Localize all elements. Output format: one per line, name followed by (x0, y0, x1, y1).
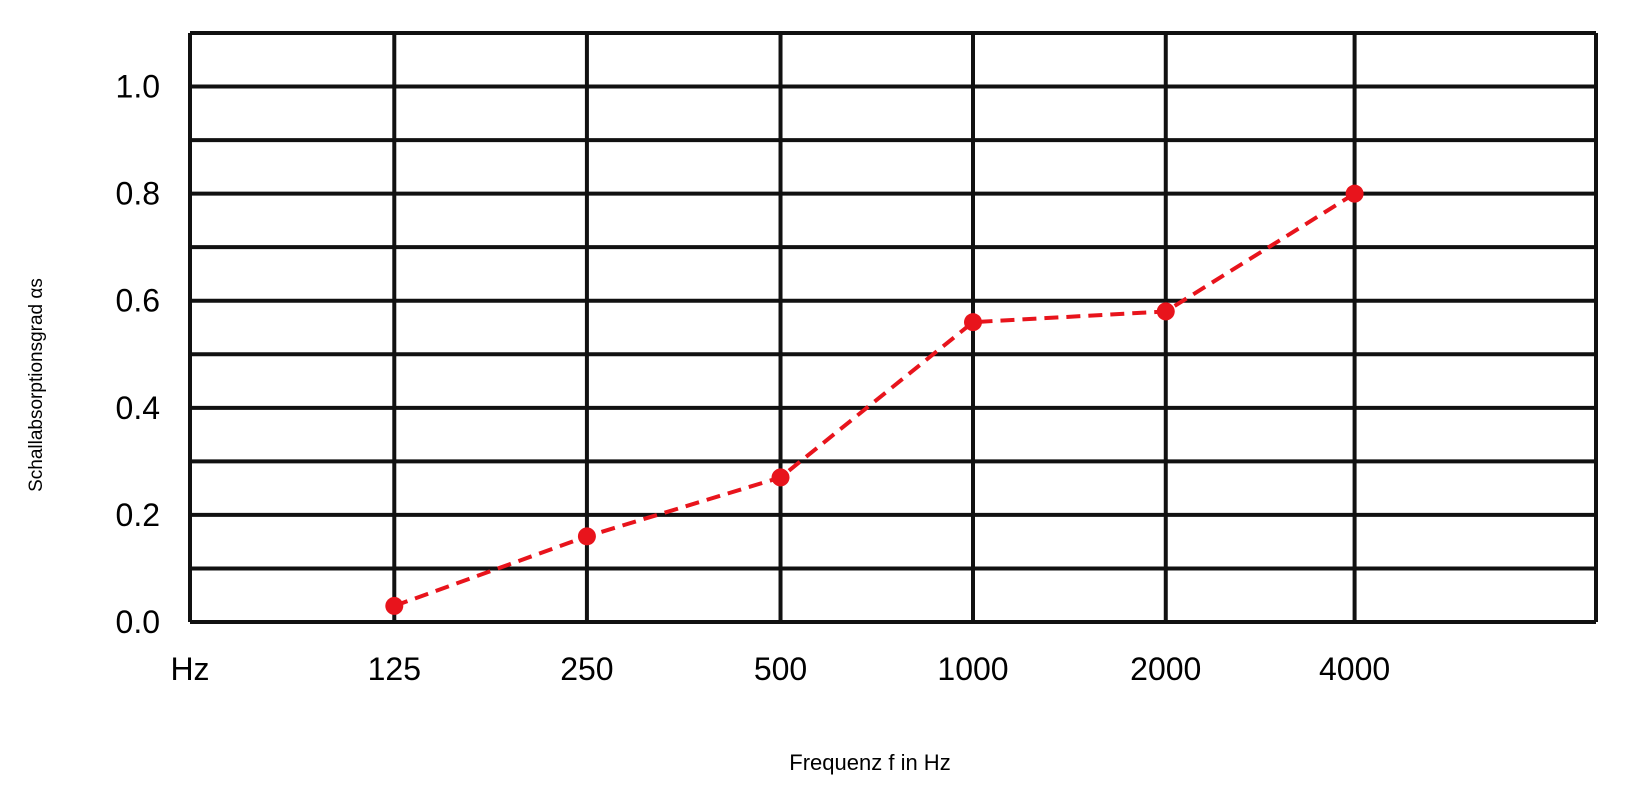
x-tick-label: 4000 (1319, 651, 1390, 687)
y-tick-label: 0.2 (116, 497, 160, 533)
y-tick-label: 0.8 (116, 176, 160, 212)
x-tick-label: 500 (754, 651, 807, 687)
x-tick-label: 125 (368, 651, 421, 687)
y-axis-title: Schallabsorptionsgrad αs (26, 278, 47, 492)
x-tick-labels: 125 250 500 1000 2000 4000 (368, 651, 1391, 687)
data-point (385, 596, 404, 615)
x-tick-label: 250 (560, 651, 613, 687)
x-tick-label: 1000 (937, 651, 1008, 687)
y-tick-label: 0.4 (116, 390, 160, 426)
y-tick-labels: 0.0 0.2 0.4 0.6 0.8 1.0 (116, 69, 160, 640)
x-axis-title: Frequenz f in Hz (789, 750, 950, 775)
y-tick-label: 1.0 (116, 69, 160, 105)
x-tick-label: 2000 (1130, 651, 1201, 687)
data-point (577, 527, 596, 546)
grid (188, 31, 1598, 624)
data-point (964, 313, 983, 332)
data-point (1156, 302, 1175, 321)
series-line (393, 191, 1356, 608)
y-tick-label: 0.6 (116, 283, 160, 319)
data-point (1345, 184, 1364, 203)
y-tick-label: 0.0 (116, 604, 160, 640)
data-point (771, 468, 790, 487)
series-layer (385, 184, 1364, 615)
x-unit-label: Hz (170, 651, 209, 687)
